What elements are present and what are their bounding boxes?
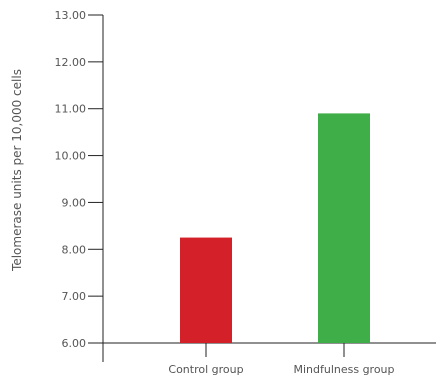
bar-control-group <box>180 237 232 343</box>
x-tick-label: Mindfulness group <box>293 363 394 376</box>
y-tick-label: 6.00 <box>62 337 87 350</box>
y-tick-label: 11.00 <box>55 103 87 116</box>
y-tick-label: 13.00 <box>55 9 87 22</box>
y-tick-label: 10.00 <box>55 150 87 163</box>
bars <box>180 113 370 344</box>
y-tick-label: 8.00 <box>62 243 87 256</box>
x-tick-label: Control group <box>168 363 243 376</box>
y-tick-label: 9.00 <box>62 196 87 209</box>
y-axis: 6.00 7.00 8.00 9.00 10.00 11.00 12.00 13.00 <box>55 9 104 362</box>
y-tick-label: 12.00 <box>55 56 87 69</box>
x-axis: Control group Mindfulness group <box>88 342 436 376</box>
bar-mindfulness-group <box>318 113 370 344</box>
y-axis-label: Telomerase units per 10,000 cells <box>10 69 24 272</box>
y-tick-label: 7.00 <box>62 290 87 303</box>
